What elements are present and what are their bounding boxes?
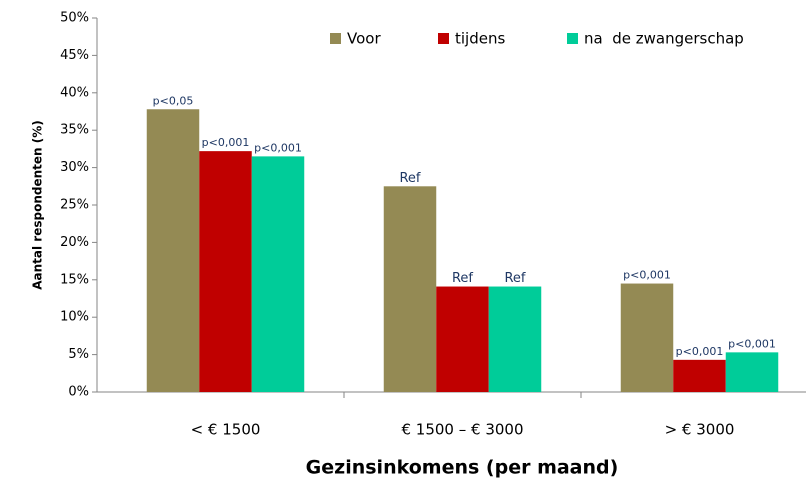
bar-label: p<0,001 xyxy=(728,337,776,350)
y-tick-label: 40% xyxy=(60,85,89,100)
bar xyxy=(620,283,674,392)
y-tick-label: 50% xyxy=(60,11,89,26)
y-tick-label: 15% xyxy=(60,272,89,287)
legend-swatch xyxy=(330,33,341,44)
y-tick-label: 0% xyxy=(68,385,89,400)
bar xyxy=(199,151,252,392)
y-tick-label: 10% xyxy=(60,310,89,325)
bar-label: Ref xyxy=(504,271,525,286)
bar xyxy=(383,186,437,392)
y-tick-label: 30% xyxy=(60,160,89,175)
y-tick-label: 35% xyxy=(60,123,89,138)
y-tick-label: 20% xyxy=(60,235,89,250)
bar-label: p<0,001 xyxy=(202,136,250,149)
bar-label: p<0,05 xyxy=(153,94,194,107)
legend-swatch xyxy=(438,33,449,44)
legend-swatch xyxy=(567,33,578,44)
y-tick-label: 45% xyxy=(60,48,89,63)
y-tick-label: 5% xyxy=(68,347,89,362)
legend-label: tijdens xyxy=(455,30,505,48)
bar xyxy=(146,109,200,393)
legend-label: Voor xyxy=(347,30,381,48)
bar xyxy=(251,156,305,392)
bar xyxy=(673,359,726,392)
x-tick-label: € 1500 – € 3000 xyxy=(401,421,523,439)
x-tick-label: > € 3000 xyxy=(665,421,735,439)
bar-label: Ref xyxy=(399,171,420,186)
bar xyxy=(436,286,489,392)
x-axis-label: Gezinsinkomens (per maand) xyxy=(306,457,619,479)
bar-label: p<0,001 xyxy=(676,345,724,358)
x-tick-label: < € 1500 xyxy=(191,421,261,439)
bar-label: p<0,001 xyxy=(254,141,302,154)
bar xyxy=(725,352,779,392)
bar-label: p<0,001 xyxy=(623,269,671,282)
bar xyxy=(488,286,542,392)
y-axis-label: Aantal respondenten (%) xyxy=(31,120,45,290)
y-tick-label: 25% xyxy=(60,198,89,213)
bar-label: Ref xyxy=(452,271,473,286)
legend-label: na de zwangerschap xyxy=(584,30,744,48)
